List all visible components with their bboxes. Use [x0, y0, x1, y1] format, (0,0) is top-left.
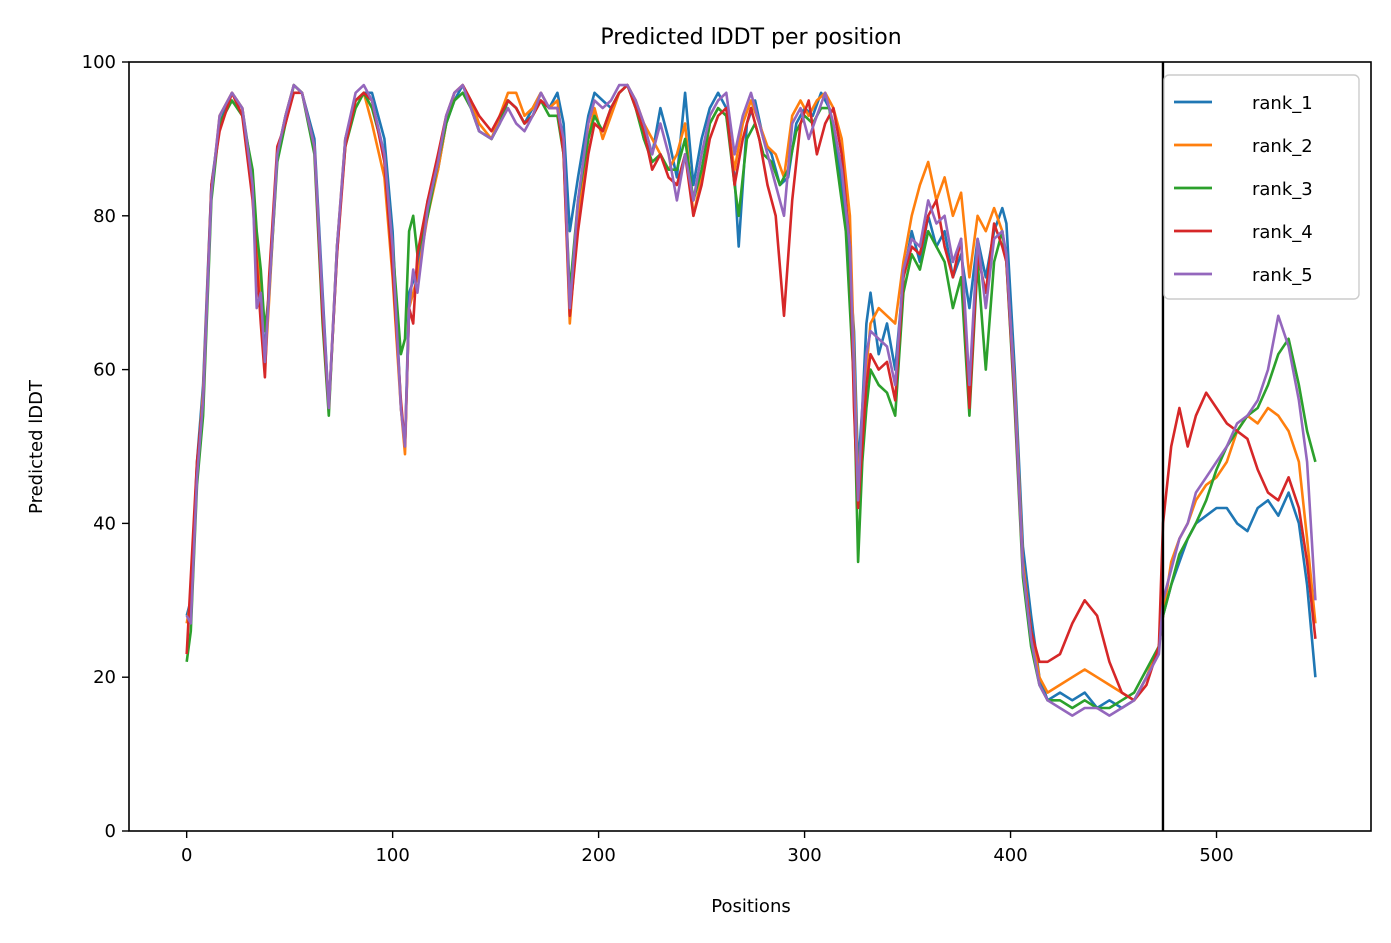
legend-label-rank_4: rank_4: [1252, 222, 1313, 243]
x-axis-label: Positions: [711, 896, 790, 917]
series-line-rank_2: [185, 83, 1317, 702]
plot-area: 0 100 200 300 400 500 0 20 40 60 80 100: [82, 52, 1372, 866]
plot-frame: [128, 61, 1372, 832]
series-line-rank_5: [185, 83, 1317, 717]
x-tick-label: 100: [375, 845, 409, 866]
series-line-rank_3: [185, 83, 1317, 710]
x-tick-label: 200: [581, 845, 615, 866]
series-line-rank_4: [185, 83, 1317, 702]
series-line-rank_1: [185, 83, 1317, 710]
series-group: [185, 83, 1317, 717]
x-tick-label: 0: [181, 845, 192, 866]
y-tick-label: 80: [93, 206, 116, 227]
legend-label-rank_2: rank_2: [1252, 136, 1313, 157]
y-axis-label: Predicted lDDT: [26, 379, 47, 514]
y-tick-label: 60: [93, 360, 116, 381]
x-tick-label: 500: [1199, 845, 1233, 866]
y-tick-label: 100: [82, 52, 116, 73]
y-tick-label: 20: [93, 667, 116, 688]
legend-label-rank_3: rank_3: [1252, 179, 1313, 200]
legend-label-rank_1: rank_1: [1252, 93, 1313, 114]
y-tick-label: 40: [93, 513, 116, 534]
x-tick-label: 300: [787, 845, 821, 866]
chart-title: Predicted lDDT per position: [600, 25, 901, 50]
legend: rank_1 rank_2 rank_3 rank_4 rank_5: [1163, 74, 1360, 300]
y-tick-label: 0: [105, 821, 116, 842]
x-tick-label: 400: [993, 845, 1027, 866]
legend-box: [1163, 74, 1360, 300]
legend-label-rank_5: rank_5: [1252, 265, 1313, 286]
